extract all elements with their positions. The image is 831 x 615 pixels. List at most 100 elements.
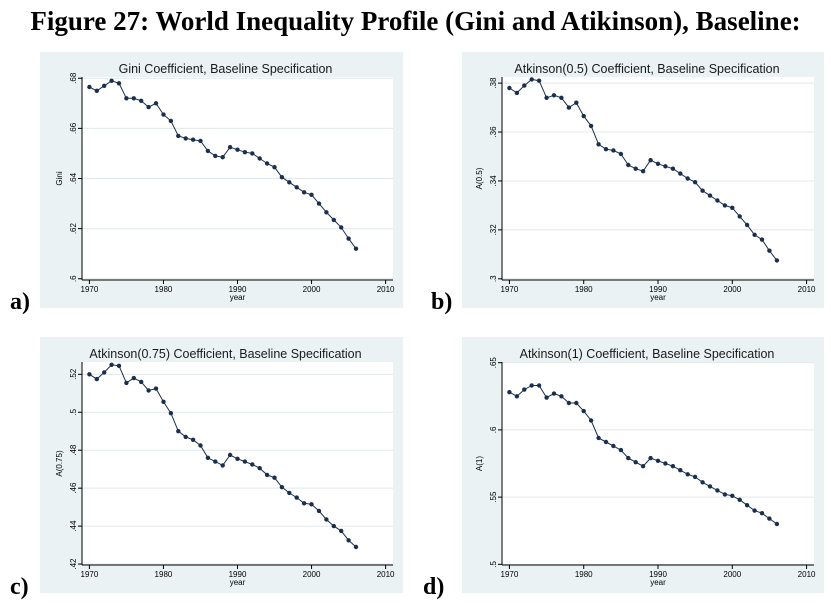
- data-point: [272, 475, 277, 480]
- data-point: [603, 439, 609, 445]
- data-point: [116, 81, 122, 86]
- y-tick-label: .44: [69, 520, 78, 532]
- data-point: [633, 460, 638, 465]
- data-point: [131, 96, 136, 101]
- data-point: [146, 388, 151, 393]
- data-point: [663, 461, 668, 466]
- y-tick-label: .68: [69, 72, 78, 84]
- data-point: [294, 185, 299, 190]
- data-point: [198, 138, 203, 144]
- y-axis-label: A(0.75): [55, 450, 64, 477]
- y-tick-label: .64: [69, 172, 78, 184]
- data-point: [331, 523, 336, 529]
- data-point: [574, 400, 579, 406]
- data-point: [94, 376, 99, 382]
- data-point: [198, 443, 203, 448]
- data-point: [722, 492, 728, 497]
- x-tick-label: 2010: [377, 570, 395, 579]
- data-point: [655, 458, 661, 463]
- chart-title: Atkinson(0.5) Coefficient, Baseline Spec…: [514, 62, 779, 76]
- data-point: [544, 95, 549, 100]
- data-point: [707, 193, 713, 198]
- data-point: [678, 171, 683, 176]
- data-point: [287, 180, 292, 185]
- data-point: [257, 466, 262, 471]
- data-point: [153, 101, 159, 106]
- data-point: [146, 104, 151, 110]
- data-point: [559, 394, 564, 399]
- data-point: [730, 205, 735, 210]
- y-axis-label: A(1): [475, 456, 484, 471]
- data-point: [551, 93, 557, 98]
- data-point: [324, 517, 329, 522]
- data-point: [618, 151, 624, 157]
- data-point: [692, 474, 698, 480]
- data-point: [715, 488, 720, 493]
- data-point: [700, 188, 705, 193]
- data-point: [655, 161, 661, 166]
- data-point: [618, 447, 624, 453]
- x-tick-label: 1990: [649, 570, 667, 579]
- data-point: [752, 232, 757, 237]
- data-point: [168, 118, 174, 124]
- gini-chart: Gini Coefficient, Baseline Specification…: [55, 62, 395, 302]
- data-point: [744, 222, 750, 228]
- x-tick-label: 1980: [155, 285, 173, 294]
- x-tick-label: 1970: [81, 570, 99, 579]
- data-point: [536, 78, 542, 83]
- data-point: [309, 192, 314, 197]
- data-point: [774, 258, 780, 263]
- data-point: [331, 217, 336, 223]
- data-point: [767, 248, 772, 253]
- data-point: [626, 162, 631, 168]
- data-point: [183, 434, 188, 440]
- data-point: [685, 472, 690, 477]
- data-point: [767, 516, 772, 521]
- data-point: [353, 544, 359, 550]
- data-point: [264, 161, 270, 166]
- data-point: [707, 484, 713, 489]
- data-point: [94, 88, 99, 93]
- y-tick-label: .3: [489, 275, 498, 282]
- data-point: [235, 147, 240, 152]
- data-point: [272, 165, 277, 170]
- data-point: [87, 372, 92, 377]
- data-point: [581, 113, 586, 119]
- panel-letter-a: a): [10, 289, 30, 315]
- data-point: [529, 383, 534, 388]
- y-tick-label: .32: [489, 224, 498, 236]
- data-point: [588, 418, 594, 423]
- data-point: [213, 153, 218, 159]
- data-point: [611, 148, 616, 153]
- data-point: [301, 501, 307, 506]
- data-point: [551, 391, 557, 396]
- data-point: [250, 151, 255, 156]
- y-tick-label: .55: [489, 491, 498, 503]
- data-point: [626, 455, 631, 461]
- data-point: [264, 472, 270, 478]
- data-point: [287, 490, 292, 496]
- x-axis-label: year: [650, 293, 666, 302]
- x-axis-label: year: [650, 578, 666, 587]
- data-point: [139, 98, 144, 103]
- data-point: [670, 166, 676, 171]
- data-point: [220, 155, 225, 160]
- data-point: [759, 511, 765, 516]
- data-point: [603, 147, 609, 152]
- data-point: [220, 463, 225, 468]
- x-tick-label: 1990: [649, 285, 667, 294]
- data-point: [529, 77, 534, 82]
- data-point: [566, 400, 572, 406]
- data-point: [759, 237, 765, 242]
- data-point: [640, 169, 646, 174]
- data-point: [227, 452, 233, 458]
- data-point: [536, 383, 542, 388]
- x-tick-label: 2010: [798, 570, 816, 579]
- atkinson-1-chart: Atkinson(1) Coefficient, Baseline Specif…: [475, 347, 816, 587]
- panel-letter-c: c): [10, 574, 29, 600]
- data-point: [722, 203, 728, 208]
- x-tick-label: 1980: [575, 285, 593, 294]
- data-point: [190, 437, 196, 442]
- data-point: [87, 84, 92, 90]
- data-point: [102, 83, 107, 88]
